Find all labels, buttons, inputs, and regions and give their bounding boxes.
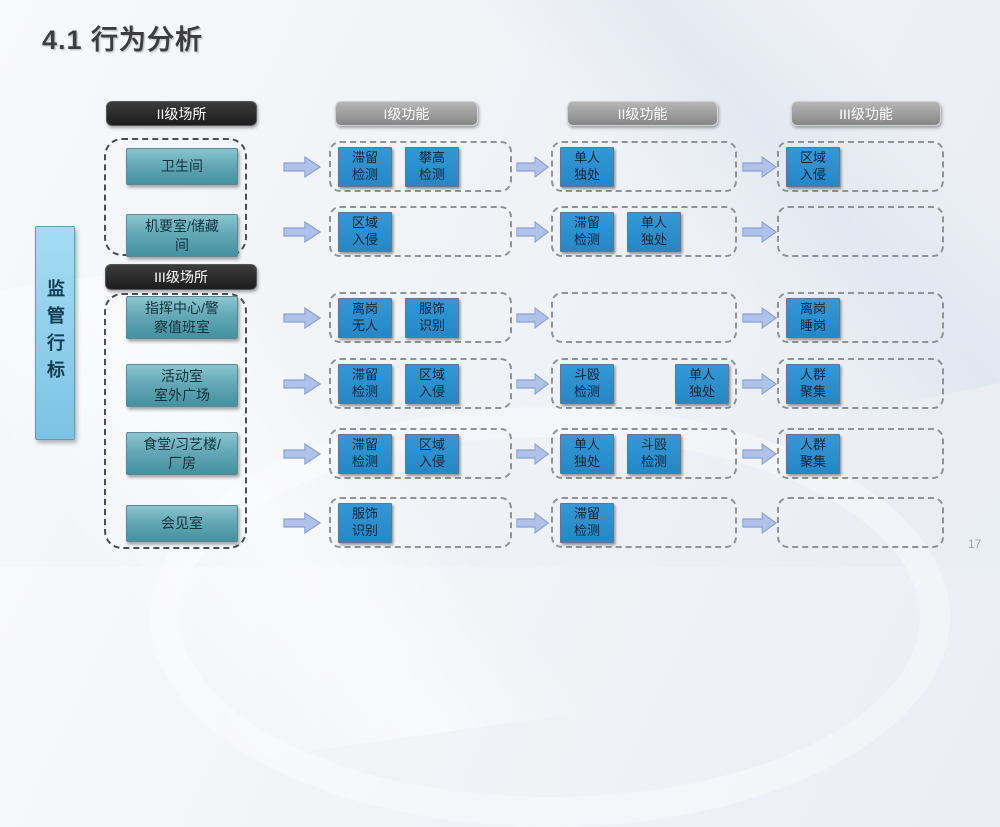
side-label-supervision: 监管行标 <box>35 226 75 440</box>
function-box: 单人 独处 <box>675 363 729 404</box>
func-cell-l2-r3 <box>551 292 737 343</box>
header-func-level2: II级功能 <box>567 101 718 126</box>
place-group-level3 <box>104 293 247 549</box>
func-cell-l1-r3: 离岗 无人 服饰 识别 <box>329 292 512 343</box>
function-box: 滞留 检测 <box>338 146 392 187</box>
function-box: 区域 入侵 <box>338 211 392 252</box>
function-box: 滞留 检测 <box>338 363 392 404</box>
func-cell-l2-r4: 斗殴 检测 单人 独处 <box>551 358 737 409</box>
flow-arrow-icon <box>516 373 549 395</box>
flow-arrow-icon <box>283 307 321 329</box>
header-level3-places: III级场所 <box>105 264 257 290</box>
header-func-level1: I级功能 <box>335 101 478 126</box>
flow-arrow-icon <box>742 156 777 178</box>
flow-arrow-icon <box>283 156 321 178</box>
func-cell-l1-r4: 滞留 检测 区域 入侵 <box>329 358 512 409</box>
func-cell-l3-r2 <box>777 206 944 257</box>
flow-arrow-icon <box>516 307 549 329</box>
flow-arrow-icon <box>742 443 777 465</box>
function-box: 单人 独处 <box>560 433 614 474</box>
func-cell-l1-r2: 区域 入侵 <box>329 206 512 257</box>
function-box: 区域 入侵 <box>405 363 459 404</box>
function-box: 滞留 检测 <box>338 433 392 474</box>
func-cell-l2-r1: 单人 独处 <box>551 141 737 192</box>
flow-arrow-icon <box>516 443 549 465</box>
function-box: 离岗 无人 <box>338 297 392 338</box>
function-box: 服饰 识别 <box>405 297 459 338</box>
header-level2-places: II级场所 <box>106 101 257 126</box>
func-cell-l3-r1: 区域 入侵 <box>777 141 944 192</box>
place-box-command-center: 指挥中心/警 察值班室 <box>126 296 238 339</box>
flow-arrow-icon <box>283 373 321 395</box>
function-box: 单人 独处 <box>627 211 681 252</box>
func-cell-l3-r4: 人群 聚集 <box>777 358 944 409</box>
page-number: 17 <box>968 537 982 551</box>
place-box-activity-room: 活动室 室外广场 <box>126 364 238 407</box>
header-func-level3: III级功能 <box>791 101 941 126</box>
flow-arrow-icon <box>742 221 777 243</box>
function-box: 区域 入侵 <box>405 433 459 474</box>
function-box: 单人 独处 <box>560 146 614 187</box>
flow-arrow-icon <box>283 443 321 465</box>
func-cell-l3-r3: 离岗 睡岗 <box>777 292 944 343</box>
flow-arrow-icon <box>516 512 549 534</box>
function-box: 攀高 检测 <box>405 146 459 187</box>
func-cell-l2-r6: 滞留 检测 <box>551 497 737 548</box>
place-box-confidential-storage: 机要室/储藏 间 <box>126 214 238 257</box>
flow-arrow-icon <box>742 307 777 329</box>
func-cell-l1-r1: 滞留 检测 攀高 检测 <box>329 141 512 192</box>
func-cell-l2-r2: 滞留 检测 单人 独处 <box>551 206 737 257</box>
place-box-washroom: 卫生间 <box>126 148 238 185</box>
flow-arrow-icon <box>742 373 777 395</box>
func-cell-l3-r5: 人群 聚集 <box>777 428 944 479</box>
function-box: 滞留 检测 <box>560 502 614 543</box>
function-box: 区域 入侵 <box>786 146 840 187</box>
flow-arrow-icon <box>742 512 777 534</box>
func-cell-l1-r5: 滞留 检测 区域 入侵 <box>329 428 512 479</box>
func-cell-l3-r6 <box>777 497 944 548</box>
function-box: 离岗 睡岗 <box>786 297 840 338</box>
flow-arrow-icon <box>283 221 321 243</box>
function-box: 滞留 检测 <box>560 211 614 252</box>
flow-arrow-icon <box>283 512 321 534</box>
place-box-canteen-workshop: 食堂/习艺楼/ 厂房 <box>126 432 238 475</box>
place-box-meeting-room: 会见室 <box>126 505 238 542</box>
func-cell-l2-r5: 单人 独处 斗殴 检测 <box>551 428 737 479</box>
function-box: 斗殴 检测 <box>627 433 681 474</box>
function-box: 人群 聚集 <box>786 363 840 404</box>
func-cell-l1-r6: 服饰 识别 <box>329 497 512 548</box>
flow-arrow-icon <box>516 156 549 178</box>
flow-arrow-icon <box>516 221 549 243</box>
function-box: 斗殴 检测 <box>560 363 614 404</box>
function-box: 人群 聚集 <box>786 433 840 474</box>
function-box: 服饰 识别 <box>338 502 392 543</box>
page-title: 4.1 行为分析 <box>42 25 204 55</box>
